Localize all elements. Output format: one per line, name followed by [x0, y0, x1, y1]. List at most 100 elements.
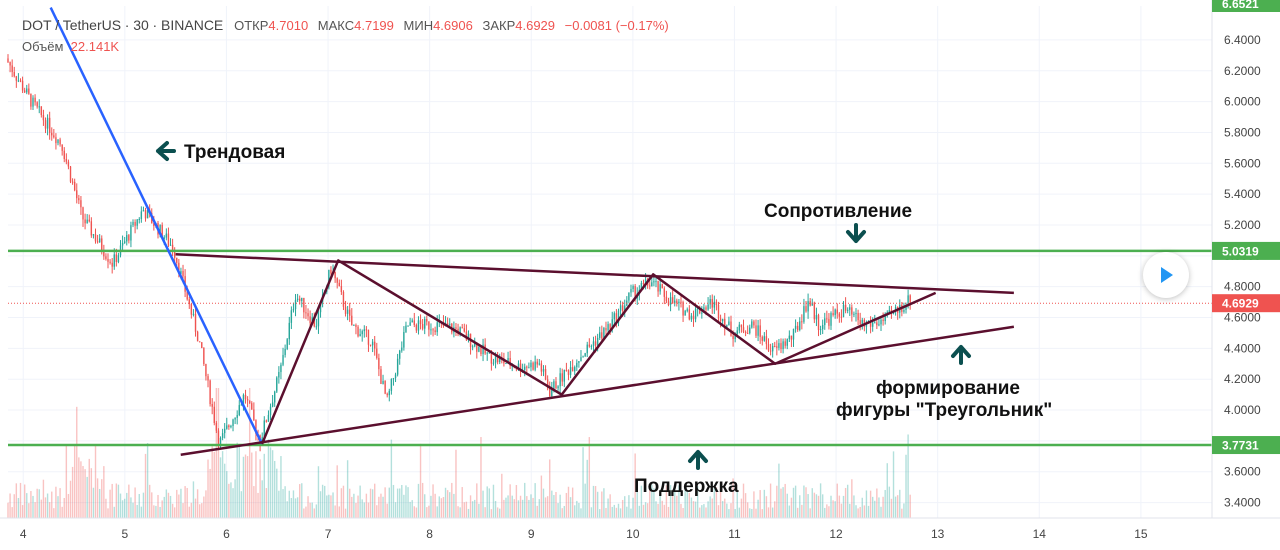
volume-bar: [738, 507, 741, 518]
candle-body: [569, 367, 572, 375]
candle-body: [334, 271, 336, 279]
candle-body: [801, 321, 803, 323]
candle-body: [732, 335, 734, 340]
volume-bar: [709, 496, 711, 518]
price-tick-label: 5.6000: [1224, 156, 1261, 170]
volume-bar: [38, 489, 40, 518]
candle-body: [590, 345, 593, 347]
volume-bar: [59, 488, 61, 518]
volume-bar: [359, 485, 361, 518]
candle-body: [244, 394, 247, 400]
candle-body: [707, 304, 709, 310]
volume-bar: [669, 485, 672, 518]
candle-body: [130, 225, 132, 241]
volume-bar: [153, 505, 155, 518]
candle-body: [540, 363, 543, 372]
volume-bar: [886, 463, 888, 518]
candle-body: [17, 80, 20, 82]
volume-bar: [586, 459, 588, 518]
candle-body: [836, 309, 838, 314]
play-button[interactable]: [1143, 252, 1189, 298]
candle-body: [173, 250, 176, 258]
candle-body: [865, 323, 868, 327]
time-tick-label: 9: [528, 527, 535, 541]
volume-bar: [713, 487, 716, 518]
candle-body: [111, 262, 113, 267]
volume-bar: [26, 493, 28, 518]
volume-bar: [34, 502, 36, 518]
volume-bar: [728, 509, 730, 518]
time-tick-label: 12: [829, 527, 843, 541]
volume-bar: [601, 491, 603, 518]
candle-body: [496, 355, 499, 363]
candle-body: [96, 241, 99, 243]
time-tick-label: 8: [426, 527, 433, 541]
volume-bar: [842, 495, 845, 518]
triangle-arrow-icon-path: [951, 345, 971, 365]
volume-bar: [436, 506, 438, 518]
candle-body: [853, 313, 855, 315]
volume-bar: [278, 490, 280, 518]
candle-body: [169, 244, 172, 246]
volume-bar: [340, 488, 343, 518]
volume-bar: [415, 507, 418, 518]
volume-bar: [765, 496, 768, 518]
volume-bar: [565, 492, 568, 518]
volume-bar: [53, 508, 55, 518]
candle-body: [201, 342, 203, 349]
candle-body: [48, 117, 51, 133]
candle-body: [176, 257, 178, 263]
volume-bar: [265, 488, 268, 518]
candle-body: [171, 244, 174, 251]
volume-bar: [505, 497, 507, 518]
volume-bar: [142, 492, 145, 518]
candle-body: [640, 282, 643, 290]
volume-bar: [742, 483, 745, 518]
volume-bar: [730, 503, 732, 518]
volume-bar: [630, 508, 632, 518]
volume-bar: [290, 498, 293, 518]
time-tick-label: 13: [931, 527, 945, 541]
candle-body: [794, 325, 797, 329]
candle-body: [705, 307, 707, 310]
candle-body: [128, 235, 130, 241]
price-tick-label: 5.4000: [1224, 187, 1261, 201]
candle-body: [384, 380, 386, 394]
volume-bar: [638, 505, 641, 518]
candle-body: [228, 425, 230, 428]
candle-body: [844, 304, 847, 311]
candle-body: [165, 233, 168, 238]
candle-body: [386, 393, 388, 396]
volume-bar: [590, 507, 593, 518]
volume-bar: [788, 505, 791, 518]
volume-bar: [626, 506, 628, 518]
candle-body: [861, 319, 863, 325]
candle-body: [599, 332, 601, 338]
candle-body: [251, 403, 253, 410]
volume-bar: [48, 502, 51, 518]
candle-body: [219, 437, 222, 447]
candle-body: [292, 309, 295, 311]
interval-label[interactable]: 30: [133, 17, 149, 33]
candle-body: [296, 298, 299, 301]
volume-bar: [182, 503, 184, 518]
candle-body: [432, 329, 434, 331]
candle-body: [161, 224, 163, 239]
candle-body: [611, 319, 613, 329]
symbol-name[interactable]: DOT / TetherUS: [22, 17, 122, 33]
candle-body: [269, 406, 272, 415]
candle-body: [757, 325, 759, 336]
volume-bar: [121, 500, 124, 518]
volume-bar: [88, 458, 90, 518]
candle-body: [534, 361, 536, 370]
volume-bar: [717, 505, 720, 518]
candle-body: [134, 222, 136, 226]
candle-body: [117, 255, 120, 262]
volume-bar: [451, 482, 453, 518]
volume-bar: [703, 504, 705, 518]
candle-body: [467, 333, 470, 340]
volume-bar: [557, 503, 559, 518]
candle-body: [490, 351, 493, 364]
candle-body: [465, 331, 468, 340]
